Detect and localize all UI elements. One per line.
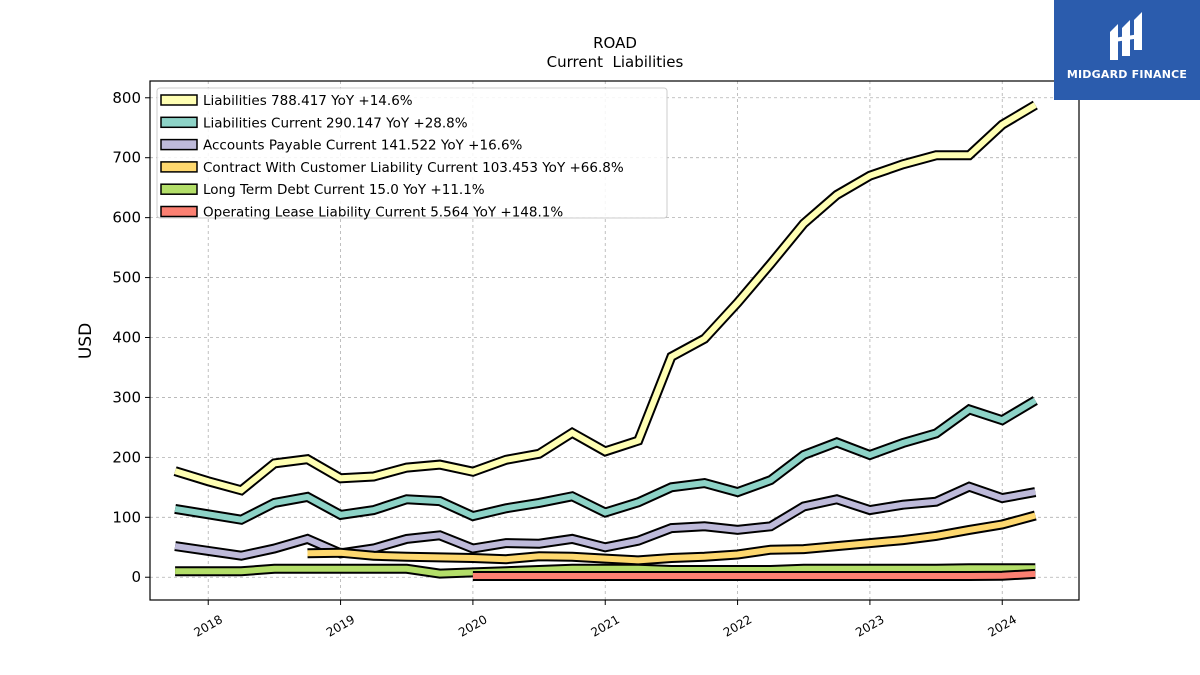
legend-entry: Contract With Customer Liability Current…: [203, 160, 624, 176]
series-line: [174, 397, 1037, 523]
brand-logo: MIDGARD FINANCE: [1054, 0, 1200, 100]
x-tick-label: 2021: [589, 612, 622, 639]
legend-swatch: [160, 161, 198, 173]
series-line: [175, 565, 1036, 577]
y-tick-label: 800: [112, 89, 141, 107]
series-line: [174, 102, 1037, 494]
brand-name: MIDGARD FINANCE: [1066, 68, 1188, 81]
legend-entry: Liabilities 788.417 YoY +14.6%: [203, 93, 413, 109]
y-tick-label: 200: [112, 448, 141, 466]
y-tick-label: 500: [112, 269, 141, 287]
legend: Liabilities 788.417 YoY +14.6% Liabilitie…: [156, 87, 668, 221]
legend-entry: Long Term Debt Current 15.0 YoY +11.1%: [203, 182, 485, 198]
series-line: [472, 570, 1036, 579]
x-tick-label: 2023: [853, 612, 886, 639]
legend-entry: Accounts Payable Current 141.522 YoY +16…: [203, 138, 523, 154]
legend-box: [156, 87, 668, 219]
legend-swatch: [160, 205, 198, 218]
legend-swatch: [160, 183, 198, 195]
x-tick-label: 2020: [456, 612, 489, 639]
legend-swatch: [160, 116, 198, 129]
chart-title: ROAD: [593, 34, 637, 52]
x-tick-label: 2019: [324, 612, 357, 639]
legend-entry: Liabilities Current 290.147 YoY +28.8%: [203, 115, 468, 131]
x-tick-label: 2024: [986, 612, 1019, 639]
legend-swatch: [160, 94, 198, 106]
y-tick-label: 300: [112, 388, 141, 406]
y-tick-label: 400: [112, 329, 141, 347]
x-tick-label: 2022: [721, 612, 754, 639]
plot-frame: [149, 80, 1080, 601]
y-tick-label: 0: [131, 568, 141, 586]
series-line: [307, 512, 1037, 564]
y-axis-label: USD: [76, 323, 96, 359]
legend-swatch: [160, 138, 198, 151]
series-line: [174, 483, 1036, 559]
legend-entry: Operating Lease Liability Current 5.564 …: [203, 205, 563, 221]
x-tick-label: 2018: [192, 612, 225, 639]
y-tick-label: 700: [112, 149, 141, 167]
chart-subtitle: Current Liabilities: [547, 53, 684, 71]
midgard-logo-icon: [1110, 12, 1142, 60]
y-tick-label: 600: [112, 209, 141, 227]
y-tick-label: 100: [112, 508, 141, 526]
